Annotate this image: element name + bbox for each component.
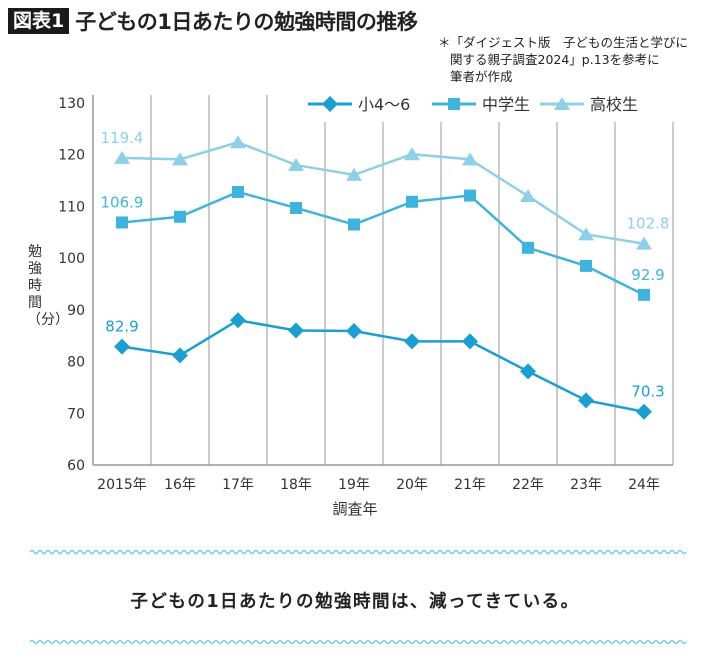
data-label: 70.3 (631, 383, 664, 401)
x-axis-label: 調査年 (332, 500, 378, 518)
y-tick-label: 90 (67, 303, 85, 319)
data-point (580, 259, 592, 272)
legend-marker (448, 98, 460, 110)
y-tick-label: 130 (58, 96, 85, 112)
data-point (114, 338, 130, 355)
data-label: 82.9 (105, 318, 138, 336)
x-tick-label: 23年 (570, 477, 602, 493)
data-point (348, 218, 360, 231)
y-tick-label: 100 (58, 251, 85, 267)
data-point (404, 147, 420, 161)
data-point (406, 195, 418, 208)
data-point (638, 288, 650, 301)
data-point (462, 333, 478, 350)
x-tick-label: 20年 (396, 477, 428, 493)
x-tick-label: 18年 (280, 477, 312, 493)
conclusion-text: 子どもの1日あたりの勉強時間は、減ってきている。 (130, 592, 580, 612)
data-point (288, 158, 304, 172)
x-tick-label: 17年 (222, 477, 254, 493)
x-tick-label: 16年 (164, 477, 196, 493)
data-point (404, 333, 420, 350)
data-point (290, 201, 302, 214)
data-point (114, 150, 130, 164)
data-label: 102.8 (627, 215, 670, 233)
title-text: 子どもの1日あたりの勉強時間の推移 (75, 10, 418, 34)
wavy-divider (29, 549, 687, 555)
data-point (232, 185, 244, 198)
source-line-2: 関する親子調査2024」p.13を参考に (450, 52, 660, 67)
legend-label: 高校生 (590, 95, 638, 114)
data-point (172, 152, 188, 166)
data-point (116, 216, 128, 229)
x-tick-label: 2015年 (97, 477, 147, 493)
data-point (346, 323, 362, 340)
source-line-1: ＊「ダイジェスト版 子どもの生活と学びに (438, 35, 689, 50)
data-point (636, 403, 652, 420)
data-point (346, 167, 362, 181)
data-point (174, 210, 186, 223)
data-point (522, 241, 534, 254)
y-tick-label: 60 (67, 458, 85, 474)
data-point (578, 392, 594, 409)
y-tick-label: 70 (67, 406, 85, 422)
data-point (520, 189, 536, 203)
y-tick-label: 110 (58, 199, 85, 215)
data-point (230, 135, 246, 149)
data-point (230, 312, 246, 329)
data-point (464, 189, 476, 202)
legend-label: 中学生 (482, 95, 530, 114)
series-line-1 (121, 190, 645, 296)
data-label: 119.4 (101, 129, 144, 147)
chart-title: 図表1 子どもの1日あたりの勉強時間の推移 (8, 6, 418, 36)
data-point (520, 363, 536, 380)
data-point (172, 347, 188, 364)
data-point (578, 227, 594, 241)
series-line-0 (121, 318, 645, 413)
data-point (288, 322, 304, 339)
legend-label: 小4〜6 (358, 95, 410, 114)
x-tick-label: 22年 (512, 477, 544, 493)
y-tick-label: 80 (67, 355, 85, 371)
figure-badge: 図表1 (8, 8, 70, 34)
legend-marker (322, 96, 338, 112)
wavy-divider (29, 639, 687, 645)
y-axis-label: 勉強時間（分） (27, 244, 69, 328)
series-line-2 (121, 140, 645, 245)
source-note: ＊「ダイジェスト版 子どもの生活と学びに 関する親子調査2024」p.13を参考… (438, 34, 708, 85)
data-point (636, 236, 652, 250)
source-line-3: 筆者が作成 (450, 69, 513, 84)
data-label: 92.9 (631, 266, 664, 284)
x-tick-label: 19年 (338, 477, 370, 493)
data-point (462, 152, 478, 166)
data-label: 106.9 (101, 193, 144, 211)
x-tick-label: 21年 (454, 477, 486, 493)
legend-marker (554, 97, 570, 110)
y-tick-label: 120 (58, 148, 85, 164)
x-tick-label: 24年 (628, 477, 660, 493)
